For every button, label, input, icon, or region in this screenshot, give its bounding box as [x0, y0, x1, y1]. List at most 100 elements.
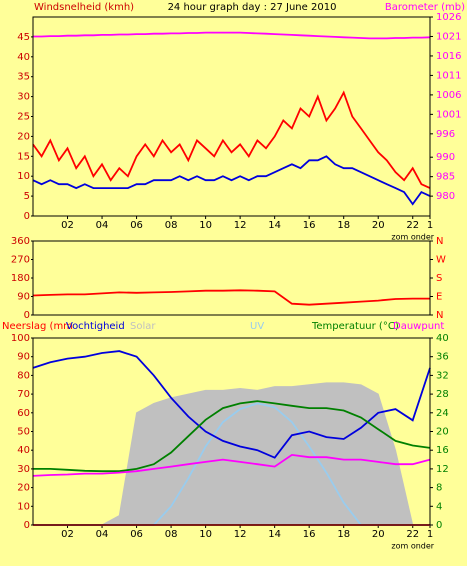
y-tick-label: 100 [11, 333, 30, 344]
y2-tick-label: 985 [436, 172, 455, 183]
y-tick-label: 20 [17, 131, 30, 142]
y-tick-label: 30 [17, 464, 30, 475]
y2-tick-label: 16 [436, 445, 449, 456]
x-tick-label: 04 [96, 220, 109, 231]
y2-tick-label: S [436, 273, 442, 284]
y-tick-label: 0 [24, 520, 30, 531]
y-tick-label: 360 [11, 236, 30, 247]
y-tick-label: 90 [17, 292, 30, 303]
y2-tick-label: N [436, 236, 443, 247]
x-tick-label: 22 [406, 529, 419, 540]
series-line [32, 90, 431, 189]
y-tick-label: 180 [11, 273, 30, 284]
y2-tick-label: 980 [436, 191, 455, 202]
y2-tick-label: 1021 [436, 31, 461, 42]
y-tick-label: 40 [17, 445, 30, 456]
series-line [32, 155, 431, 206]
frame [32, 240, 431, 316]
y2-tick-label: 24 [436, 408, 449, 419]
legend-label: Neerslag (mm [2, 321, 73, 332]
x-tick-label: 10 [199, 529, 212, 540]
x-tick-label: 16 [303, 529, 316, 540]
x-tick-label: 08 [165, 220, 178, 231]
y-tick-label: 45 [17, 32, 30, 43]
frame [32, 16, 431, 217]
y-tick-label: 50 [17, 427, 30, 438]
y-tick-label: 70 [17, 389, 30, 400]
chart-title: 24 hour graph day : 27 June 2010 [168, 2, 337, 13]
x-tick-label: 12 [234, 220, 247, 231]
x-tick-label: 02 [61, 220, 74, 231]
y-tick-label: 80 [17, 370, 30, 381]
y2-tick-label: 12 [436, 464, 449, 475]
y-tick-label: 25 [17, 112, 30, 123]
x-tick-label: 02 [61, 529, 74, 540]
x-tick-label: 1 [427, 529, 433, 540]
y-tick-label: 10 [17, 171, 30, 182]
y2-tick-label: 996 [436, 129, 455, 140]
y-tick-label: 35 [17, 72, 30, 83]
x-tick-label: 18 [337, 220, 350, 231]
y2-tick-label: 1001 [436, 109, 461, 120]
y2-tick-label: 20 [436, 427, 449, 438]
x-tick-label: 20 [372, 220, 385, 231]
x-tick-label: 10 [199, 220, 212, 231]
legend-label: Temperatuur (°C) [311, 321, 399, 332]
y2-tick-label: 1011 [436, 70, 461, 81]
x-tick-label: 14 [268, 529, 281, 540]
y2-axis-label: Barometer (mb) [385, 2, 465, 13]
series-line [33, 400, 431, 473]
annotation: zom onder [391, 542, 434, 551]
annotation: zom onder [391, 233, 434, 242]
x-tick-label: 04 [96, 529, 109, 540]
x-tick-label: 22 [406, 220, 419, 231]
y2-tick-label: 1016 [436, 51, 461, 62]
y2-tick-label: 990 [436, 152, 455, 163]
x-tick-label: 06 [130, 529, 143, 540]
x-tick-label: 1 [427, 220, 433, 231]
y2-tick-label: 28 [436, 389, 449, 400]
y-tick-label: 60 [17, 408, 30, 419]
series-line [32, 289, 430, 306]
legend-label: Solar [130, 321, 156, 332]
frame [32, 337, 431, 526]
legend-label: Dauwpunt [393, 321, 444, 332]
series-line [32, 453, 431, 477]
y2-tick-label: N [436, 310, 443, 321]
y-tick-label: 0 [24, 211, 30, 222]
x-tick-label: 06 [130, 220, 143, 231]
y2-tick-label: W [436, 255, 446, 266]
x-tick-label: 20 [372, 529, 385, 540]
y2-tick-label: 1026 [436, 12, 461, 23]
y-tick-label: 40 [17, 52, 30, 63]
x-tick-label: 12 [234, 529, 247, 540]
y-tick-label: 30 [17, 92, 30, 103]
legend-label: Vochtigheid [66, 321, 125, 332]
y2-tick-label: 40 [436, 333, 449, 344]
y2-tick-label: E [436, 292, 442, 303]
y-tick-label: 270 [11, 255, 30, 266]
y2-tick-label: 0 [436, 520, 442, 531]
y2-tick-label: 36 [436, 352, 449, 363]
x-tick-label: 14 [268, 220, 281, 231]
y-tick-label: 10 [17, 501, 30, 512]
y2-tick-label: 4 [436, 501, 442, 512]
plot-area [33, 17, 430, 216]
y-tick-label: 0 [24, 310, 30, 321]
legend-label: UV [250, 321, 264, 332]
y-tick-label: 20 [17, 483, 30, 494]
x-tick-label: 16 [303, 220, 316, 231]
series-line [33, 31, 431, 40]
y2-tick-label: 32 [436, 370, 449, 381]
y-tick-label: 90 [17, 352, 30, 363]
y2-tick-label: 8 [436, 483, 442, 494]
y-axis-label: Windsnelheid (kmh) [34, 2, 134, 13]
plot-area [33, 241, 430, 315]
series-line [32, 350, 431, 459]
x-tick-label: 08 [165, 529, 178, 540]
y-tick-label: 15 [17, 151, 30, 162]
x-tick-label: 18 [337, 529, 350, 540]
y2-tick-label: 1006 [436, 90, 461, 101]
